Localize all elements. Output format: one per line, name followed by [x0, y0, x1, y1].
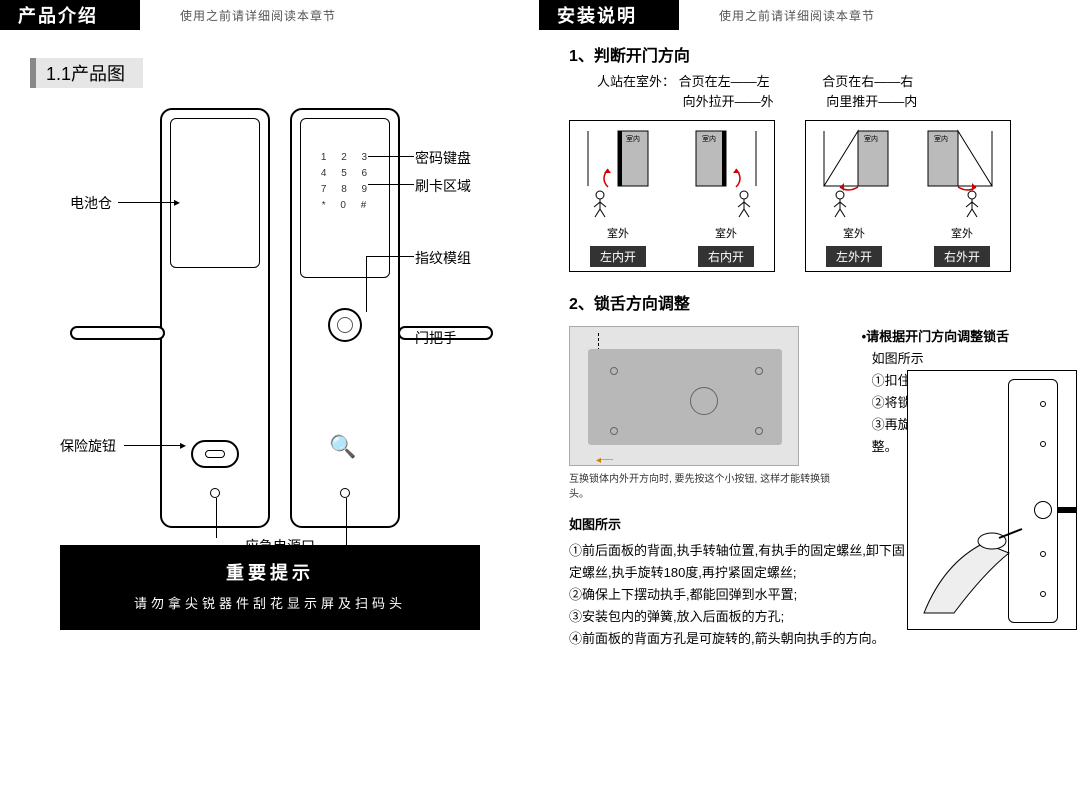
label-battery: 电池仓 [70, 193, 112, 213]
right-header-sub: 使用之前请详细阅读本章节 [719, 7, 875, 24]
door-direction-diagram: 室内 室外 左内开 [569, 120, 1077, 272]
door-tag: 室外 [814, 224, 894, 242]
svg-text:室内: 室内 [626, 134, 640, 143]
label-card: 刷卡区域 [415, 176, 471, 196]
door-btn-left-out: 左外开 [826, 246, 882, 267]
s3-l1: ①前后面板的背面,执手转轴位置,有执手的固定螺丝,卸下固定螺丝,执手旋转180度… [569, 540, 909, 584]
mortise-photo: ◂┄┄ [569, 326, 799, 466]
right-page: 安装说明 使用之前请详细阅读本章节 1、判断开门方向 人站在室外： 合页在左——… [539, 0, 1077, 650]
door-right-out: 室内 室外 右外开 [922, 129, 1002, 267]
back-handle [70, 326, 165, 340]
s1-line1-a: 合页在左——左 [679, 72, 819, 92]
mortise-caption: 互换锁体内外开方向时, 要先按这个小按钮, 这样才能转换锁头。 [569, 470, 848, 500]
s3-l3: ③安装包内的弹簧,放入后面板的方孔; [569, 606, 909, 628]
s1-line2-a: 向外拉开——外 [683, 92, 823, 112]
s3-title: 如图所示 [569, 514, 909, 536]
left-header: 产品介绍 [0, 0, 140, 30]
key-icon: 🔍 [329, 434, 356, 460]
door-btn-right-out: 右外开 [934, 246, 990, 267]
label-handle: 门把手 [415, 328, 457, 348]
b0: 如图所示 [872, 348, 1077, 370]
bullet-head: •请根据开门方向调整锁舌 [862, 329, 1010, 344]
s1-line2-b: 向里推开——内 [826, 94, 917, 109]
arrow-icon: ▸ [174, 195, 180, 209]
door-btn-left-in: 左内开 [590, 246, 646, 267]
keypad-digits: 1 2 34 5 67 8 9* 0 # [306, 150, 388, 214]
svg-text:室内: 室内 [864, 134, 878, 143]
right-header: 安装说明 [539, 0, 679, 30]
assembly-steps: 如图所示 ①前后面板的背面,执手转轴位置,有执手的固定螺丝,卸下固定螺丝,执手旋… [569, 514, 909, 650]
s1-line1-label: 人站在室外： [597, 74, 675, 89]
notice-title: 重要提示 [70, 559, 470, 585]
left-header-sub: 使用之前请详细阅读本章节 [180, 7, 336, 24]
section-2-1-title: 1、判断开门方向 [569, 42, 1077, 66]
svg-text:室内: 室内 [934, 134, 948, 143]
svg-text:室内: 室内 [702, 134, 716, 143]
door-btn-right-in: 右内开 [698, 246, 754, 267]
left-page: 产品介绍 使用之前请详细阅读本章节 1.1产品图 1 2 34 5 67 8 9… [0, 0, 539, 650]
arrow-icon: ◂┄┄ [596, 455, 613, 466]
section-1-1-title: 1.1产品图 [30, 58, 143, 88]
arrow-icon: ▸ [180, 438, 186, 452]
s3-l2: ②确保上下摆动执手,都能回弹到水平置; [569, 584, 909, 606]
s1-line1-b: 合页在右——右 [822, 74, 913, 89]
label-fingerprint: 指纹模组 [415, 248, 471, 268]
left-header-title: 产品介绍 [18, 2, 98, 28]
door-tag: 室外 [578, 224, 658, 242]
door-tag: 室外 [922, 224, 1002, 242]
label-knob: 保险旋钮 [60, 436, 116, 456]
section-2-2-title: 2、锁舌方向调整 [569, 290, 1077, 314]
right-header-title: 安装说明 [557, 2, 637, 28]
label-keypad: 密码键盘 [415, 148, 471, 168]
notice-box: 重要提示 请勿拿尖锐器件刮花显示屏及扫码头 [60, 545, 480, 630]
notice-text: 请勿拿尖锐器件刮花显示屏及扫码头 [70, 593, 470, 612]
s3-l4: ④前面板的背面方孔是可旋转的,箭头朝向执手的方向。 [569, 628, 909, 650]
door-right-in: 室内 室外 右内开 [686, 129, 766, 267]
door-left-in: 室内 室外 左内开 [578, 129, 658, 267]
assembly-figure [907, 370, 1077, 630]
product-diagram: 1 2 34 5 67 8 9* 0 # 🔍 电池仓 ▸ 密码键盘 刷卡区域 指… [20, 98, 535, 558]
door-tag: 室外 [686, 224, 766, 242]
door-left-out: 室内 室外 左外开 [814, 129, 894, 267]
